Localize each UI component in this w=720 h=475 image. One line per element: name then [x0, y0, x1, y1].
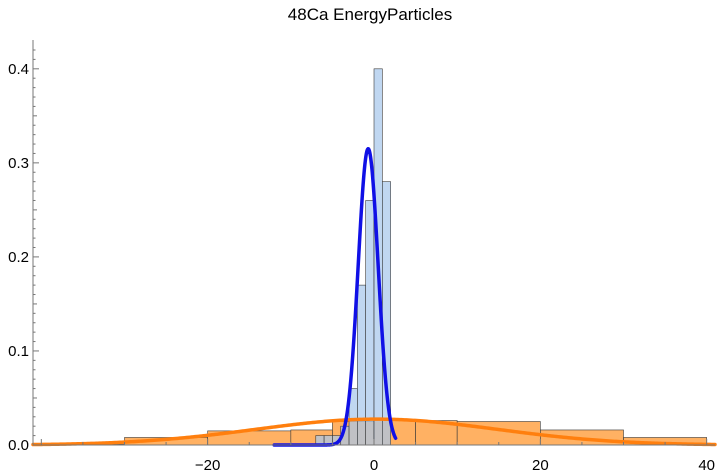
x-tick-label: 20	[532, 457, 549, 474]
x-tick-label: 40	[698, 457, 715, 474]
axes: −20 0 20 40 0.0 0.1 0.2 0.3 0.4	[8, 40, 715, 474]
y-tick-label: 0.0	[8, 437, 29, 454]
fit-curve-0	[31, 417, 717, 447]
y-tick-label: 0.1	[8, 343, 29, 360]
y-tick-label: 0.4	[8, 61, 29, 78]
x-tick-label: −20	[195, 457, 220, 474]
chart-title: 48Ca EnergyParticles	[288, 5, 452, 24]
y-tick-label: 0.2	[8, 249, 29, 266]
x-tick-label: 0	[370, 457, 378, 474]
y-tick-label: 0.3	[8, 155, 29, 172]
bar-1-6	[365, 200, 375, 446]
